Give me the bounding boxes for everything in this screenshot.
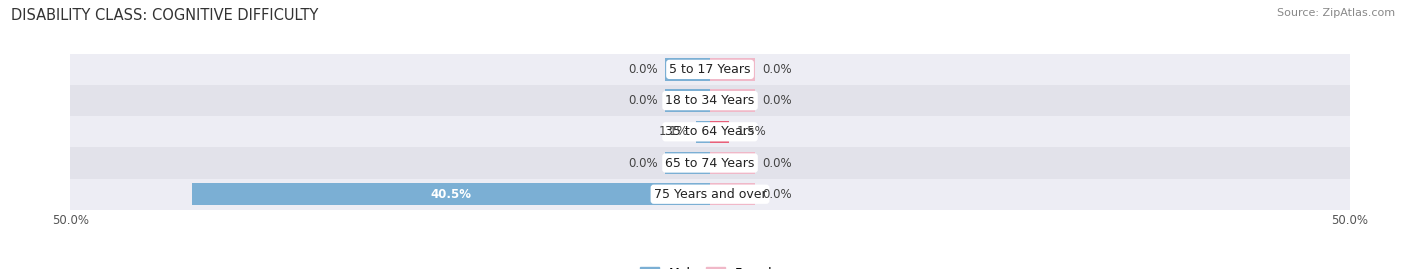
- Text: DISABILITY CLASS: COGNITIVE DIFFICULTY: DISABILITY CLASS: COGNITIVE DIFFICULTY: [11, 8, 319, 23]
- Legend: Male, Female: Male, Female: [636, 262, 785, 269]
- Text: 0.0%: 0.0%: [628, 157, 658, 169]
- Text: 1.5%: 1.5%: [737, 125, 766, 138]
- Bar: [70, 54, 1350, 85]
- Text: 0.0%: 0.0%: [762, 94, 792, 107]
- Text: 1.1%: 1.1%: [658, 125, 689, 138]
- Text: 0.0%: 0.0%: [762, 188, 792, 201]
- Bar: [710, 121, 730, 143]
- Bar: [710, 58, 755, 81]
- Bar: [665, 58, 710, 81]
- Bar: [70, 147, 1350, 179]
- Text: 0.0%: 0.0%: [762, 157, 792, 169]
- Bar: [710, 89, 755, 112]
- Text: 75 Years and over: 75 Years and over: [654, 188, 766, 201]
- Text: Source: ZipAtlas.com: Source: ZipAtlas.com: [1277, 8, 1395, 18]
- Text: 5 to 17 Years: 5 to 17 Years: [669, 63, 751, 76]
- Text: 0.0%: 0.0%: [628, 94, 658, 107]
- Text: 0.0%: 0.0%: [762, 63, 792, 76]
- Bar: [696, 121, 710, 143]
- Text: 18 to 34 Years: 18 to 34 Years: [665, 94, 755, 107]
- Bar: [665, 152, 710, 174]
- Text: 0.0%: 0.0%: [628, 63, 658, 76]
- Bar: [70, 116, 1350, 147]
- Bar: [70, 179, 1350, 210]
- Bar: [191, 183, 710, 206]
- Text: 65 to 74 Years: 65 to 74 Years: [665, 157, 755, 169]
- Bar: [710, 183, 755, 206]
- Bar: [665, 89, 710, 112]
- Text: 40.5%: 40.5%: [430, 188, 471, 201]
- Text: 35 to 64 Years: 35 to 64 Years: [665, 125, 755, 138]
- Bar: [70, 85, 1350, 116]
- Bar: [710, 152, 755, 174]
